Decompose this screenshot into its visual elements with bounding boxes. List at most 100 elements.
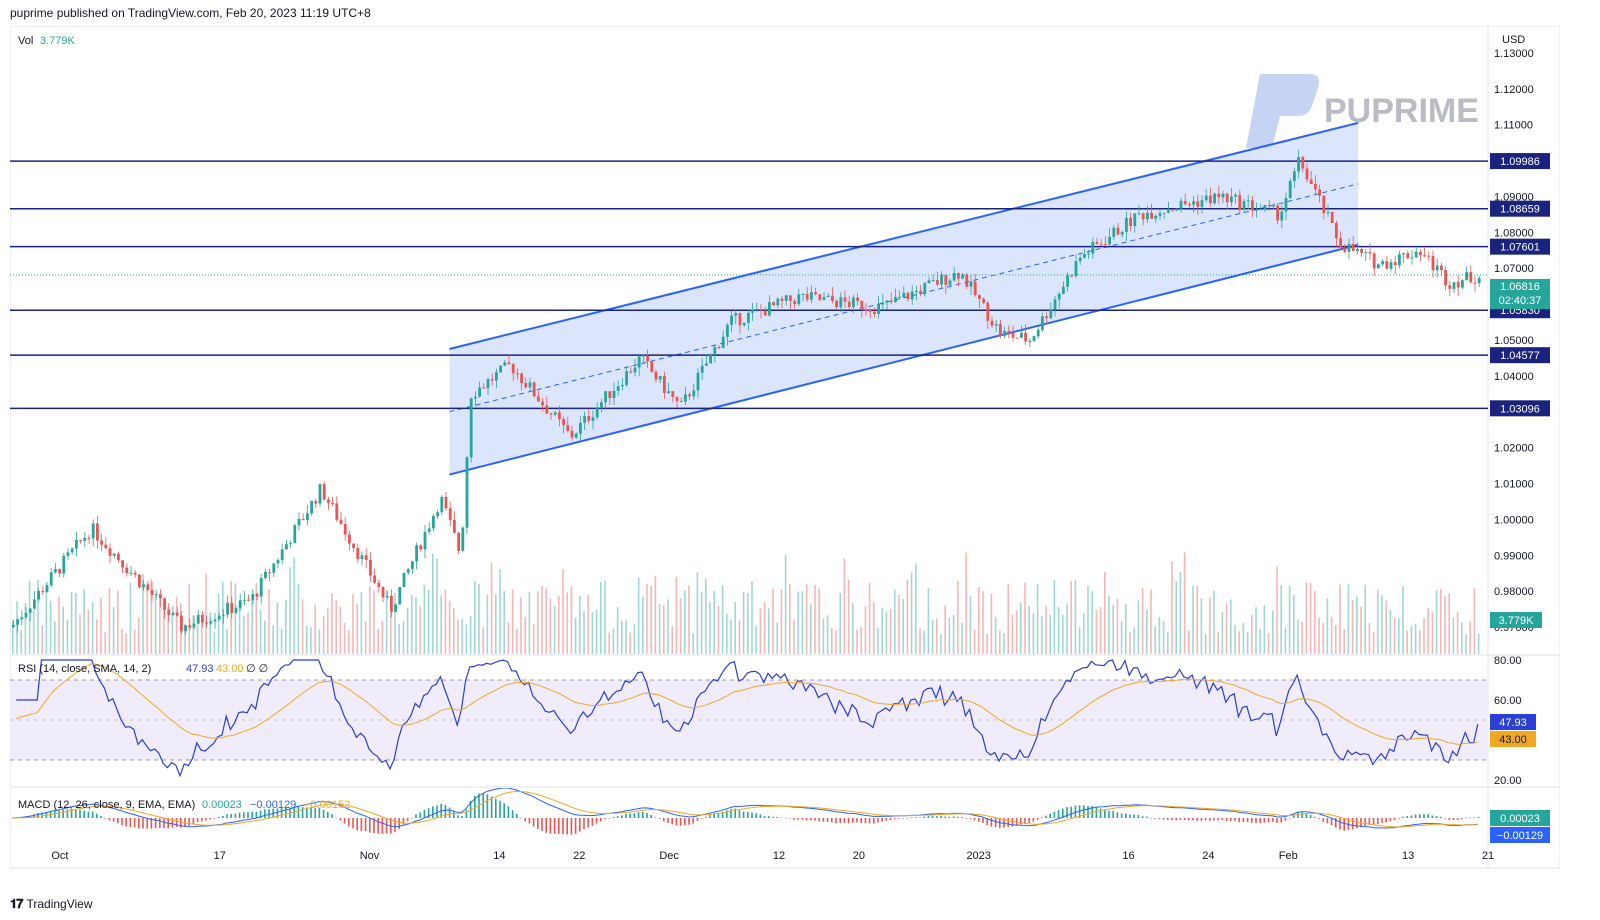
candle-body: [516, 373, 519, 375]
macd-hist-bar: [537, 818, 539, 829]
macd-hist-bar: [230, 814, 232, 818]
candle-body: [1133, 213, 1137, 227]
macd-hist-bar: [570, 818, 573, 835]
macd-hist-bar: [331, 814, 333, 818]
macd-pane[interactable]: MACD (12, 26, close, 9, EMA, EMA) 0.0002…: [11, 788, 1550, 843]
macd-hist-bar: [301, 807, 304, 818]
candle-body: [1150, 212, 1153, 219]
macd-hist-bar: [965, 818, 967, 819]
macd-hist-bar: [1368, 818, 1371, 825]
rsi-pane[interactable]: RSI (14, close, SMA, 14, 2) 47.93 43.00 …: [10, 655, 1536, 787]
macd-hist-bar: [1104, 809, 1106, 818]
candle-body: [839, 297, 843, 308]
candle-body: [927, 280, 931, 284]
macd-hist-bar: [129, 818, 132, 828]
macd-hist-bar: [297, 806, 300, 818]
volume-bar: [465, 624, 468, 654]
volume-bar: [831, 628, 833, 654]
candle-body: [1272, 205, 1275, 207]
candle-body: [432, 516, 435, 529]
candle-body: [625, 371, 628, 385]
candle-body: [1049, 309, 1053, 319]
candle-body: [360, 555, 364, 560]
volume-bar: [931, 619, 934, 654]
macd-hist-bar: [121, 818, 123, 826]
candle-body: [1398, 254, 1401, 266]
volume-bar: [961, 622, 963, 654]
candle-body: [583, 416, 586, 423]
rsi-band: [10, 680, 1488, 760]
candle-body: [1196, 201, 1200, 207]
volume-bar: [759, 608, 762, 654]
volume-bar: [604, 580, 606, 654]
chart-canvas[interactable]: PUPRIME 1.099861.086591.076011.058301.04…: [10, 26, 1560, 888]
macd-hist-bar: [1276, 818, 1278, 823]
volume-bar: [558, 595, 560, 654]
candle-body: [343, 523, 347, 535]
candle-body: [982, 298, 985, 303]
candle-body: [70, 548, 74, 553]
macd-hist-bar: [520, 817, 522, 819]
candle-body: [154, 594, 158, 596]
macd-hist-bar: [335, 817, 337, 819]
volume-bar: [129, 582, 132, 654]
candle-body: [1402, 253, 1405, 255]
tradingview-footer[interactable]: 𝟏𝟕 TradingView: [10, 896, 93, 912]
macd-hist-bar: [482, 793, 484, 818]
volume-bar: [818, 588, 820, 654]
volume-bar: [444, 589, 447, 654]
volume-bar: [553, 605, 556, 654]
macd-hist-bar: [587, 818, 589, 828]
candle-body: [419, 545, 423, 550]
volume-bar: [847, 579, 850, 654]
volume-bar: [696, 572, 699, 654]
candle-body: [1083, 253, 1086, 258]
candle-body: [784, 295, 788, 301]
candle-body: [369, 560, 372, 576]
macd-hist-bar: [1183, 818, 1186, 821]
time-tick: Oct: [51, 850, 68, 862]
volume-bar: [763, 601, 766, 654]
macd-hist-bar: [1251, 818, 1253, 823]
macd-hist-bar: [616, 815, 619, 818]
volume-bar: [280, 628, 283, 654]
volume-bar: [1414, 623, 1417, 654]
candle-body: [511, 364, 515, 374]
candle-body: [478, 387, 481, 397]
time-axis[interactable]: Oct 17 Nov 14 22 Dec 12 20 2023 16 24 Feb 13 21: [51, 850, 1494, 862]
macd-hist-bar: [1125, 813, 1127, 818]
volume-bar: [1465, 633, 1467, 654]
volume-bar: [205, 573, 207, 654]
candle-body: [658, 375, 662, 380]
volume-bar: [612, 628, 615, 654]
tradingview-logo-text: TradingView: [26, 897, 93, 911]
macd-hist-bar: [1423, 814, 1425, 818]
price-axis[interactable]: 1.13000 1.12000 1.11000 1.09000 1.08000 1.070…: [1494, 48, 1534, 634]
macd-hist-bar: [1024, 818, 1026, 824]
candle-body: [255, 593, 259, 597]
volume-bar: [1389, 610, 1392, 654]
volume-bar: [41, 625, 43, 654]
volume-bar: [1242, 622, 1245, 654]
volume-bar: [289, 567, 291, 654]
macd-hist-bar: [138, 818, 140, 829]
volume-bar: [217, 593, 220, 654]
macd-hist-bar: [457, 815, 459, 818]
volume-bar: [713, 591, 715, 654]
macd-hist-bar: [822, 818, 825, 822]
volume-bar: [965, 552, 967, 654]
candle-body: [742, 322, 746, 326]
macd-hist-bar: [1225, 818, 1228, 822]
candle-body: [159, 594, 162, 599]
time-tick: Dec: [659, 850, 679, 862]
volume-bar: [154, 595, 157, 654]
candle-body: [1381, 261, 1384, 265]
candle-body: [251, 593, 255, 601]
macd-hist-bar: [721, 811, 724, 818]
volume-bar: [532, 624, 535, 654]
macd-hist-bar: [810, 818, 812, 821]
candle-body: [1263, 205, 1267, 209]
candle-body: [180, 615, 183, 632]
candle-body: [129, 572, 133, 574]
rising-channel[interactable]: [449, 121, 1359, 476]
